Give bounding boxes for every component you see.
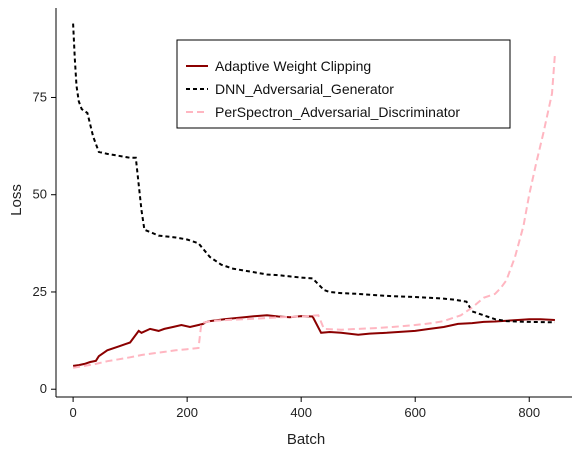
legend-label-perspectron-adversarial-discriminator: PerSpectron_Adversarial_Discriminator — [215, 104, 460, 120]
y-axis-title: Loss — [8, 184, 25, 216]
x-tick-label: 800 — [518, 405, 540, 420]
x-axis-title: Batch — [287, 431, 325, 448]
x-tick-label: 400 — [290, 405, 312, 420]
legend-box — [176, 39, 511, 129]
x-tick-label: 0 — [69, 405, 76, 420]
legend: Adaptive Weight Clipping DNN_Adversarial… — [176, 39, 511, 129]
y-tick-label: 50 — [33, 187, 47, 202]
series-line-1 — [72, 23, 555, 324]
y-tick-label: 75 — [33, 89, 47, 104]
legend-label-adaptive-weight-clipping: Adaptive Weight Clipping — [215, 58, 371, 74]
x-tick-label: 200 — [176, 405, 198, 420]
y-tick-label: 25 — [33, 284, 47, 299]
x-tick-label: 600 — [404, 405, 426, 420]
legend-label-dnn-adversarial-generator: DNN_Adversarial_Generator — [215, 81, 394, 97]
ticks-layer: 0 200 400 600 800 0 25 50 75 — [33, 89, 541, 420]
series-line-0 — [72, 314, 555, 367]
y-tick-label: 0 — [40, 381, 47, 396]
series-line-2 — [72, 54, 556, 369]
series-layer — [72, 23, 556, 369]
